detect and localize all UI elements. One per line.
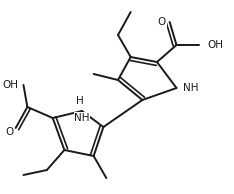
Text: O: O: [158, 17, 166, 27]
Text: OH: OH: [208, 40, 224, 50]
Text: NH: NH: [74, 113, 90, 123]
Text: OH: OH: [3, 80, 18, 90]
Text: O: O: [5, 127, 14, 137]
Text: NH: NH: [183, 83, 199, 93]
Text: H: H: [76, 96, 84, 106]
